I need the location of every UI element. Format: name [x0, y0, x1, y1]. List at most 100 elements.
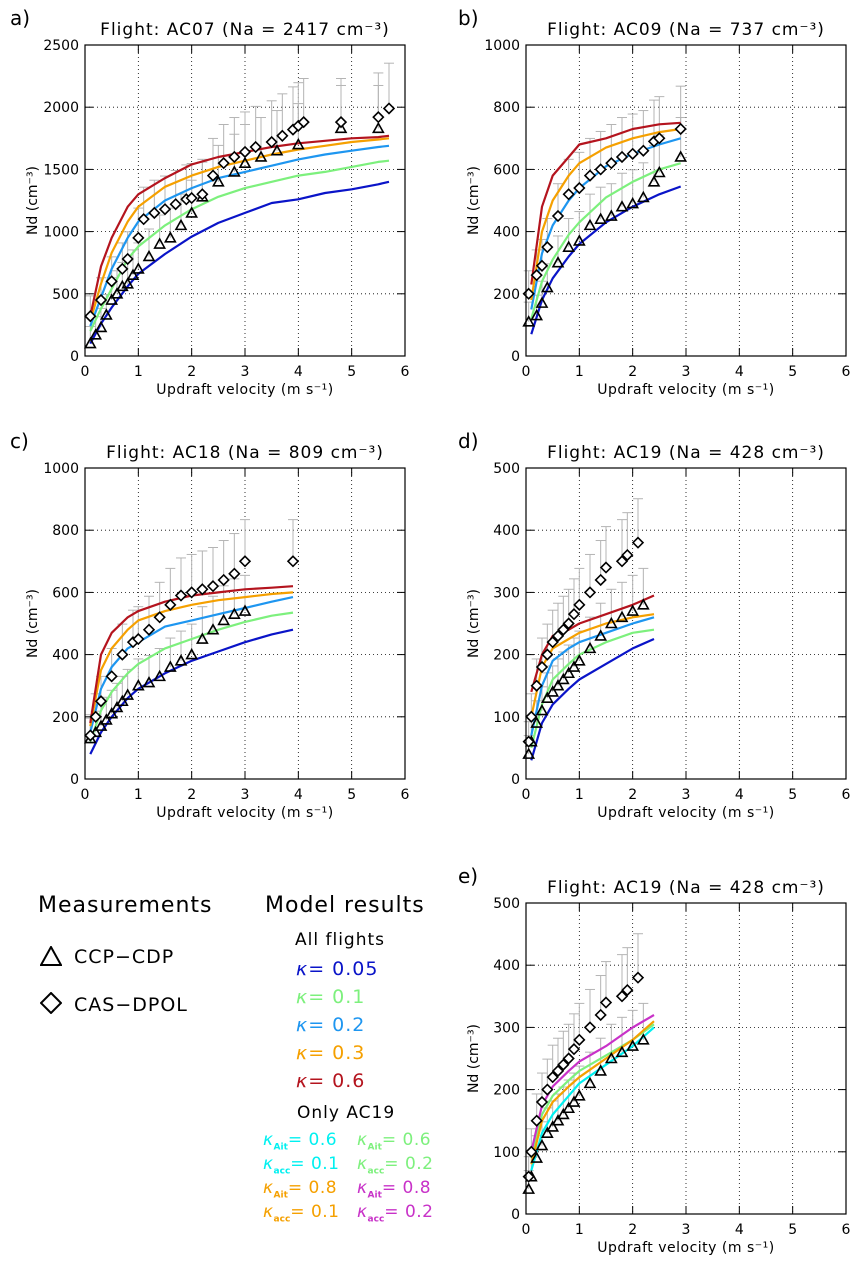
diamond-marker [116, 262, 129, 276]
plot-frame [525, 44, 847, 357]
diamond-marker [382, 102, 396, 115]
triangle-marker [594, 1064, 608, 1076]
y-tick-label: 500 [493, 896, 520, 912]
y-tick-label: 1000 [43, 461, 79, 477]
diamond-marker [142, 623, 156, 636]
diamond-marker [621, 548, 634, 562]
diamond-marker [228, 150, 241, 164]
diamond-marker [535, 1095, 549, 1109]
y-tick-label: 2000 [43, 100, 79, 116]
triangle-marker [174, 654, 188, 666]
triangle-marker [530, 1151, 544, 1163]
x-axis-label: Updraft velocity (m s⁻¹) [156, 805, 333, 821]
x-tick-label: 5 [347, 787, 356, 803]
diamond-marker [196, 188, 209, 201]
y-tick-label: 0 [511, 349, 520, 365]
chart-panel-b: 0 1 2 3 4 5 6 0 200 400 600 800 1000 Flight: AC09 (Na… [458, 6, 850, 398]
x-tick-label: 5 [788, 1222, 797, 1238]
triangle-marker [535, 296, 549, 308]
triangle-marker [636, 598, 650, 610]
triangle-marker [121, 688, 135, 700]
x-tick-label: 6 [842, 1222, 850, 1238]
triangle-marker [530, 716, 544, 728]
diamond-marker [297, 115, 310, 129]
triangle-marker [105, 707, 119, 719]
diamond-marker [372, 111, 385, 124]
x-tick-label: 3 [682, 787, 691, 803]
diamond-marker [535, 259, 549, 272]
x-tick-label: 6 [401, 787, 410, 803]
y-tick-label: 200 [52, 710, 79, 726]
diamond-marker [148, 206, 161, 220]
x-tick-label: 0 [81, 364, 90, 380]
triangle-marker [211, 175, 225, 187]
y-axis-label: Nd (cm⁻³) [466, 589, 482, 658]
diamond-marker [557, 1058, 570, 1071]
triangle-marker [674, 150, 688, 162]
diamond-marker [228, 567, 241, 580]
x-tick-label: 4 [735, 787, 744, 803]
series-line [530, 162, 682, 320]
x-tick-label: 1 [575, 364, 584, 380]
y-tick-label: 0 [70, 772, 79, 788]
diamond-marker [169, 198, 182, 211]
series-line [89, 137, 390, 322]
chart-title: Flight: AC18 (Na = 809 cm⁻³) [106, 443, 384, 463]
series-line [89, 585, 294, 724]
series-line [89, 180, 390, 345]
chart-panel-d: 0 1 2 3 4 5 6 0 100 200 300 400 500 Flight: AC19 (Na … [458, 429, 850, 821]
x-tick-label: 1 [134, 787, 143, 803]
diamond-marker [94, 293, 108, 307]
y-tick-label: 1500 [43, 162, 79, 178]
y-tick-label: 300 [493, 585, 520, 601]
diamond-marker [653, 132, 666, 145]
triangle-marker [371, 121, 385, 134]
triangle-marker [530, 308, 544, 321]
diamond-marker [137, 213, 150, 226]
triangle-marker [535, 1138, 549, 1151]
y-tick-label: 800 [52, 523, 79, 539]
x-tick-label: 0 [522, 364, 531, 380]
diamond-marker [530, 1114, 543, 1127]
y-axis-label: Nd (cm⁻³) [466, 1024, 482, 1093]
diamond-marker [573, 598, 586, 611]
y-tick-label: 100 [493, 710, 520, 726]
x-tick-label: 5 [788, 364, 797, 380]
triangle-marker [551, 256, 565, 268]
series-line [530, 637, 655, 761]
triangle-marker [153, 237, 167, 249]
series-line [89, 134, 390, 317]
y-tick-label: 400 [493, 958, 520, 974]
diamond-marker [238, 555, 252, 568]
plot-frame [84, 44, 406, 357]
triangle-marker [227, 607, 241, 619]
x-axis-label: Updraft velocity (m s⁻¹) [597, 1240, 774, 1256]
panel-label: e) [458, 864, 478, 888]
triangle-marker [110, 287, 124, 299]
triangle-marker [636, 190, 650, 203]
diamond-marker [196, 583, 209, 596]
x-axis-label: Updraft velocity (m s⁻¹) [597, 805, 774, 821]
triangle-marker [562, 240, 576, 252]
triangle-marker [334, 121, 348, 134]
diamond-marker [551, 1064, 565, 1078]
diamond-marker [605, 157, 618, 170]
diamond-marker [599, 561, 613, 574]
diamond-marker [631, 536, 645, 549]
triangle-marker [604, 209, 618, 221]
x-tick-label: 3 [241, 364, 250, 380]
diamond-marker [567, 1043, 581, 1056]
diamond-marker [615, 990, 629, 1003]
y-tick-label: 400 [52, 648, 79, 664]
triangle-marker [535, 703, 549, 716]
triangle-marker [238, 604, 252, 616]
x-tick-label: 4 [294, 787, 303, 803]
triangle-marker [652, 165, 666, 178]
diamond-marker [626, 147, 639, 160]
triangle-marker [131, 262, 145, 274]
triangle-marker [227, 165, 241, 177]
x-tick-label: 6 [401, 364, 410, 380]
diamond-marker [286, 555, 300, 568]
diamond-marker [674, 122, 687, 136]
chart-title: Flight: AC19 (Na = 428 cm⁻³) [547, 878, 825, 898]
